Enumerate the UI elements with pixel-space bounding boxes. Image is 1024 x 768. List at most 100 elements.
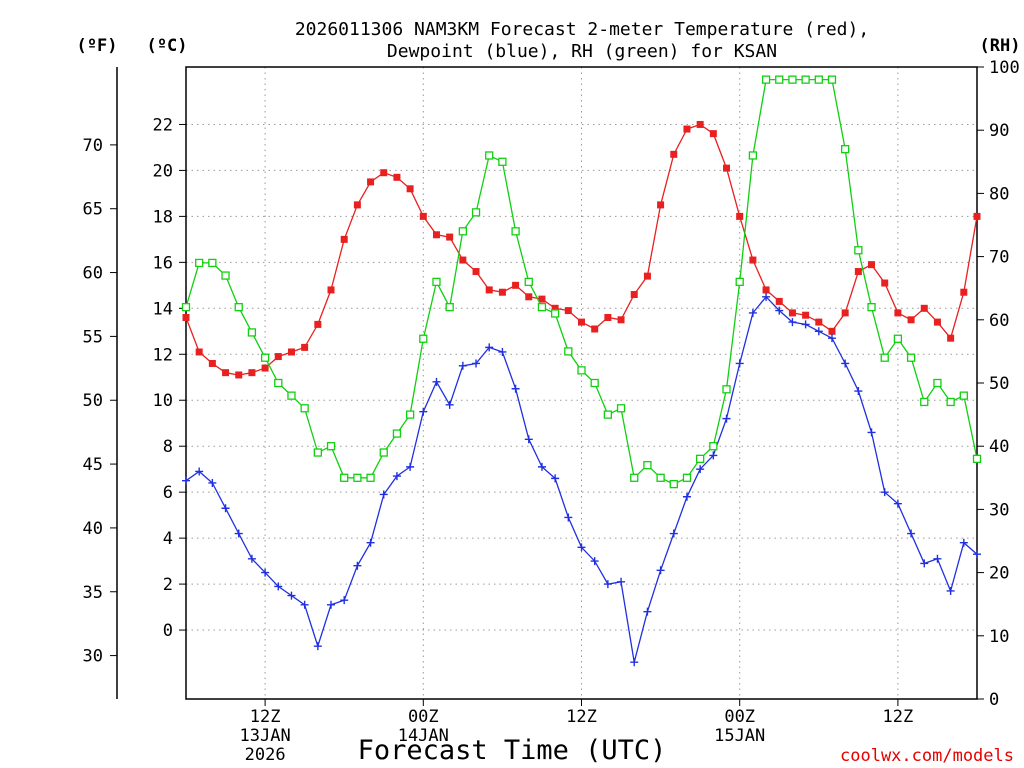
dewpoint-point	[775, 306, 784, 315]
dewpoint-point	[445, 400, 454, 409]
dewpoint-point	[722, 414, 731, 423]
rh-point	[181, 303, 191, 312]
rh-tick-label: 60	[989, 311, 1009, 331]
temperature-point	[723, 164, 731, 172]
celsius-tick-label: 2	[163, 575, 173, 595]
dewpoint-point	[406, 462, 415, 471]
dewpoint-point	[617, 577, 626, 586]
dewpoint-point	[195, 467, 204, 476]
fahrenheit-tick-label: 65	[83, 200, 103, 220]
celsius-tick-label: 20	[153, 161, 173, 181]
chart-title-line-2: Dewpoint (blue), RH (green) for KSAN	[387, 41, 777, 62]
rh-point	[669, 479, 678, 489]
temperature-point	[472, 268, 480, 276]
temperature-point	[235, 371, 243, 379]
time-tick-year: 2026	[245, 745, 286, 765]
rh-point	[313, 448, 322, 457]
dewpoint-point	[735, 359, 744, 368]
dewpoint-point	[682, 492, 691, 501]
time-tick-date: 15JAN	[714, 726, 765, 746]
dewpoint-point	[313, 642, 322, 651]
dewpoint-point	[234, 529, 243, 538]
temperature-point	[604, 314, 612, 322]
dewpoint-point	[458, 361, 467, 370]
rh-point	[893, 334, 903, 343]
celsius-tick-label: 16	[153, 253, 173, 273]
rh-point	[630, 473, 639, 482]
rh-point	[590, 378, 599, 388]
dewpoint-point	[300, 600, 309, 609]
dewpoint-point	[577, 543, 586, 552]
dewpoint-point	[696, 465, 705, 474]
temperature-point	[630, 291, 638, 299]
dewpoint-point	[959, 538, 968, 547]
dewpoint-point	[656, 566, 665, 575]
rh-point	[867, 303, 876, 312]
rh-tick-label: 80	[989, 184, 1009, 204]
rh-point	[260, 353, 270, 362]
temperature-point	[933, 318, 941, 326]
dewpoint-point	[788, 318, 797, 327]
temperature-point	[854, 268, 862, 276]
rh-point	[748, 151, 758, 160]
temperature-point	[894, 309, 902, 317]
rh-point	[854, 246, 863, 255]
dewpoint-point	[274, 582, 283, 591]
temperature-point	[920, 304, 928, 312]
dewpoint-point	[287, 591, 296, 600]
time-tick-hour: 00Z	[408, 707, 439, 727]
temperature-point	[222, 369, 230, 377]
fahrenheit-tick-label: 30	[83, 647, 103, 667]
rh-point	[195, 258, 204, 268]
dewpoint-point	[946, 586, 955, 595]
rh-point	[432, 277, 441, 287]
temperature-point	[709, 130, 717, 138]
rh-point	[827, 75, 837, 84]
rh-point	[761, 75, 771, 84]
rh-point	[287, 391, 296, 400]
rh-tick-label: 40	[989, 437, 1009, 457]
temperature-point	[287, 348, 295, 356]
x-axis-title: Forecast Time (UTC)	[358, 735, 667, 766]
rh-axis: 0 10 20 30 40 50 60 70 80 90 100	[977, 58, 1020, 710]
dewpoint-point	[551, 474, 560, 483]
chart-title-line-1: 2026011306 NAM3KM Forecast 2-meter Tempe…	[295, 19, 869, 40]
temperature-point	[815, 318, 823, 326]
rh-point	[419, 334, 428, 343]
dewpoint-point	[603, 580, 612, 589]
rh-point	[906, 353, 916, 362]
rh-point	[788, 75, 797, 84]
rh-point	[511, 227, 520, 236]
temperature-point	[340, 235, 348, 243]
dewpoint-point	[973, 550, 981, 559]
dewpoint-point	[432, 377, 441, 386]
dewpoint-point	[669, 529, 678, 538]
rh-point	[709, 442, 718, 451]
rh-point	[221, 271, 230, 280]
rh-point	[933, 378, 942, 388]
temperature-point	[617, 316, 625, 324]
temperature-point	[657, 201, 665, 209]
rh-point	[577, 366, 586, 375]
rh-point	[735, 277, 744, 287]
temperature-point	[881, 279, 889, 287]
celsius-tick-label: 0	[163, 621, 173, 641]
dewpoint-point	[643, 607, 652, 616]
rh-tick-label: 50	[989, 374, 1009, 394]
fahrenheit-tick-label: 45	[83, 455, 103, 475]
celsius-tick-label: 10	[153, 391, 173, 411]
rh-point	[300, 404, 309, 413]
temperature-point	[314, 320, 322, 328]
temperature-point	[525, 293, 533, 301]
rh-point	[498, 157, 507, 166]
rh-point	[485, 151, 494, 160]
rh-point	[537, 303, 547, 312]
temperature-point	[498, 288, 506, 296]
rh-tick-label: 0	[989, 690, 999, 710]
dewpoint-point	[247, 554, 256, 563]
fahrenheit-unit-label: (ºF)	[77, 36, 118, 56]
rh-point	[616, 404, 626, 413]
temperature-point	[367, 178, 375, 186]
rh-point	[696, 454, 705, 463]
